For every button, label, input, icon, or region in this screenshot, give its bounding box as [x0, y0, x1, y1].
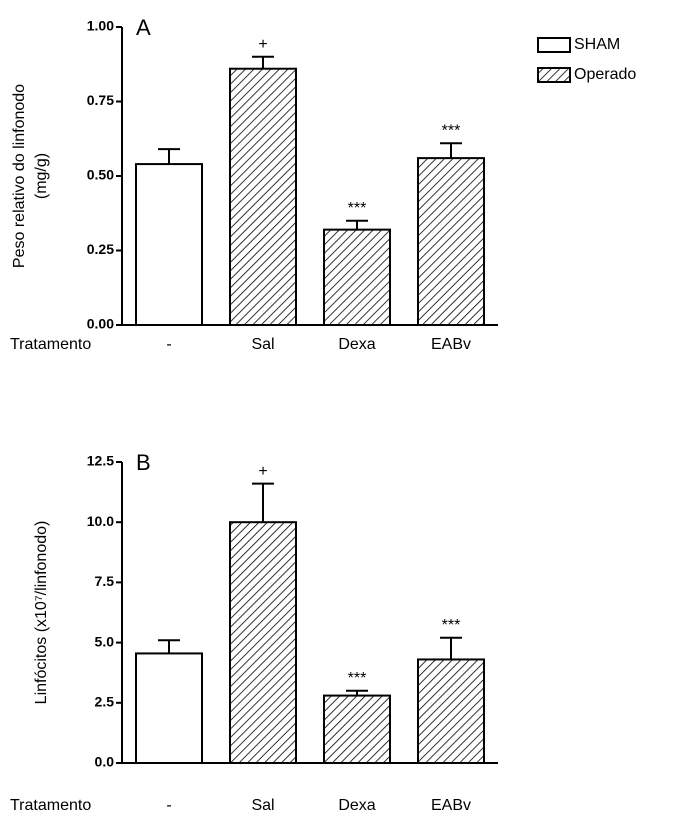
- bar: [229, 521, 297, 765]
- y-tick-label: 0.75: [87, 92, 114, 108]
- bar: [229, 67, 297, 326]
- y-tick-label: 7.5: [95, 573, 115, 589]
- bar: [323, 694, 391, 764]
- y-tick-label: 0.50: [87, 167, 114, 183]
- x-row-label: Tratamento: [10, 336, 91, 353]
- x-tick-label: EABv: [431, 797, 471, 814]
- y-tick-label: 2.5: [95, 694, 115, 710]
- legend-swatch: [537, 67, 571, 83]
- significance-label: ***: [442, 122, 461, 139]
- y-tick-label: 1.00: [87, 18, 114, 34]
- y-axis-label: (mg/g): [33, 153, 50, 199]
- significance-label: ***: [442, 617, 461, 634]
- panel-label: B: [136, 450, 151, 475]
- legend-label: Operado: [574, 66, 636, 83]
- y-axis-label: Linfócitos (x10⁷/linfonodo): [33, 521, 50, 705]
- x-tick-label: Dexa: [338, 336, 375, 353]
- x-tick-label: EABv: [431, 336, 471, 353]
- y-tick-label: 0.25: [87, 241, 114, 257]
- bar: [323, 228, 391, 326]
- x-tick-label: -: [166, 336, 171, 353]
- x-tick-label: Sal: [251, 797, 274, 814]
- x-tick-label: Sal: [251, 336, 274, 353]
- x-row-label: Tratamento: [10, 797, 91, 814]
- bar: [135, 163, 203, 326]
- x-tick-label: Dexa: [338, 797, 375, 814]
- panel-label: A: [136, 15, 151, 40]
- y-tick-label: 0.00: [87, 316, 114, 332]
- bar: [135, 652, 203, 764]
- y-tick-label: 5.0: [95, 633, 115, 649]
- y-tick-label: 12.5: [87, 453, 114, 469]
- y-tick-label: 10.0: [87, 513, 114, 529]
- y-axis-label: Peso relativo do linfonodo: [11, 84, 28, 268]
- legend-swatch: [537, 37, 571, 53]
- y-tick-label: 0.0: [95, 754, 115, 770]
- significance-label: ***: [348, 200, 367, 217]
- significance-label: +: [258, 463, 267, 480]
- legend-label: SHAM: [574, 36, 620, 53]
- significance-label: +: [258, 36, 267, 53]
- significance-label: ***: [348, 670, 367, 687]
- x-tick-label: -: [166, 797, 171, 814]
- bar: [417, 658, 485, 764]
- bar: [417, 157, 485, 326]
